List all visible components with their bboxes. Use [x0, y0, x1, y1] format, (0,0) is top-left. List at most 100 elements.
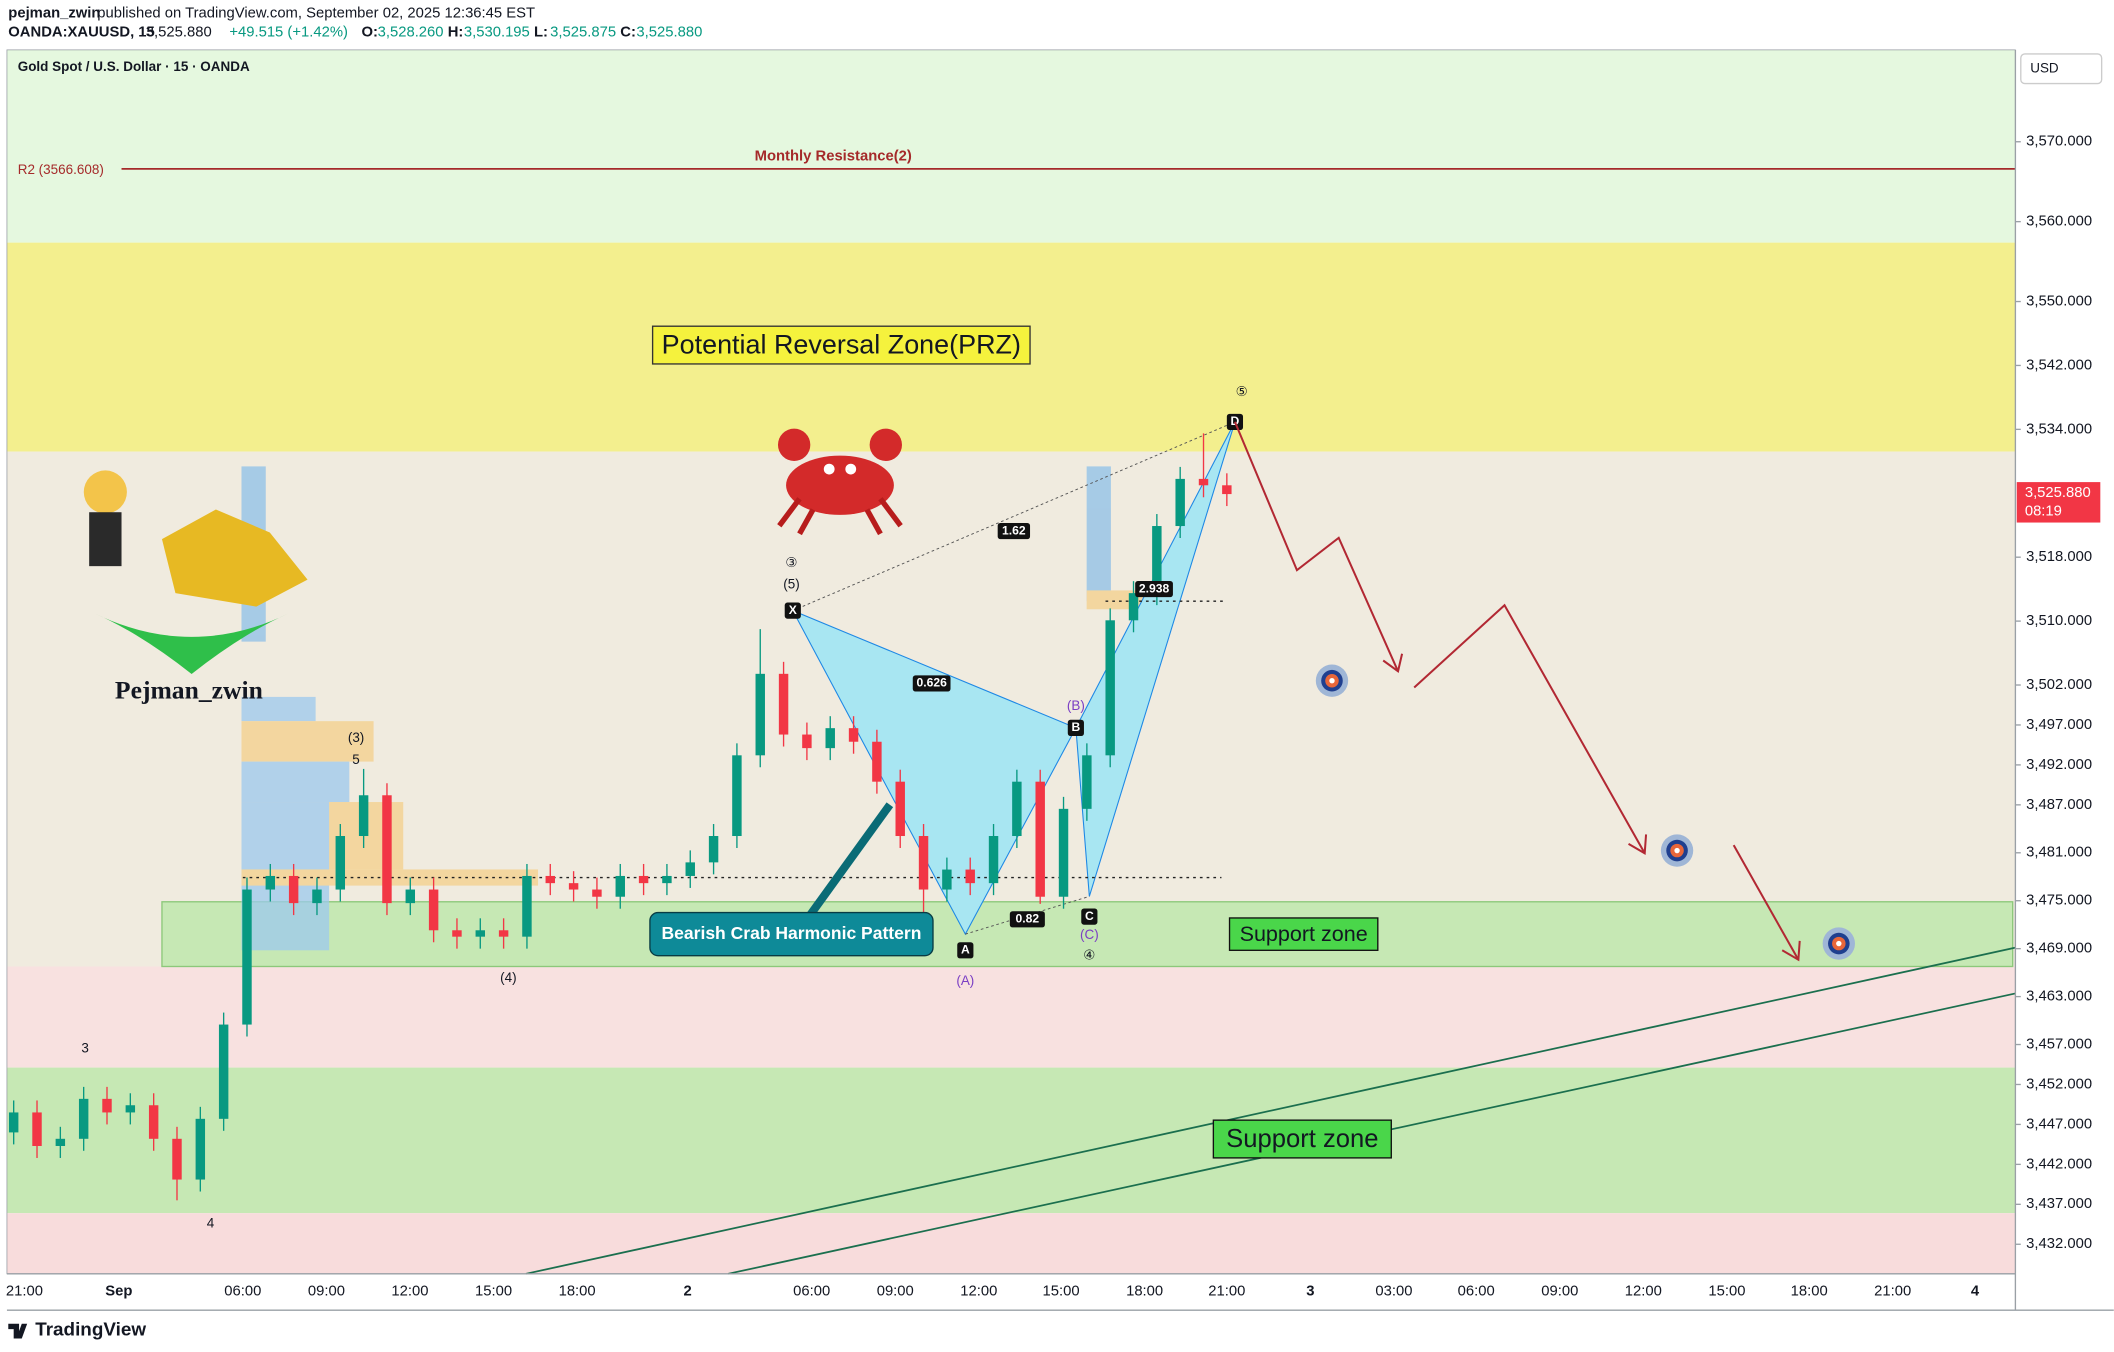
ohlc-key: L:	[534, 24, 548, 40]
candle-body	[265, 875, 276, 890]
point-box	[1081, 908, 1098, 925]
brand: TradingView	[8, 1318, 146, 1339]
support-box	[1212, 1119, 1392, 1159]
candle-body	[778, 673, 789, 735]
candle-body	[102, 1098, 112, 1113]
candle-body	[708, 836, 719, 863]
x-tick-label: 18:00	[559, 1283, 596, 1299]
candle-body	[475, 930, 485, 937]
vp-bar	[241, 721, 374, 762]
y-tick-label: 3,437.000	[2026, 1196, 2092, 1212]
candle-body	[662, 875, 672, 884]
y-tick-label: 3,510.000	[2026, 613, 2092, 629]
y-tick-label: 3,463.000	[2026, 989, 2092, 1005]
ratio-label: 0.626	[916, 676, 947, 690]
candle-body	[1175, 478, 1185, 527]
target-icon	[1822, 927, 1855, 960]
x-tick-label: 18:00	[1791, 1283, 1828, 1299]
candle-body	[8, 1112, 19, 1133]
candle-body	[195, 1118, 206, 1180]
wave-label: 4	[207, 1216, 215, 1231]
countdown: 08:19	[2025, 504, 2062, 520]
last-price-box	[2016, 482, 2101, 523]
candle-body	[242, 889, 252, 1025]
x-tick-label: Sep	[105, 1283, 132, 1299]
vp-bar	[241, 696, 316, 722]
y-tick-label: 3,560.000	[2026, 214, 2092, 230]
price-axis	[2015, 49, 2114, 1311]
candle-body	[288, 875, 299, 904]
ohlc-key: O:	[361, 24, 377, 40]
candle-body	[382, 795, 392, 904]
last-price: 3,525.880	[2025, 485, 2091, 501]
candle-body	[568, 883, 579, 890]
y-tick-label: 3,457.000	[2026, 1036, 2092, 1052]
wave-label: (B)	[1067, 698, 1085, 713]
x-tick-label: 09:00	[308, 1283, 345, 1299]
x-tick-label: 21:00	[1874, 1283, 1911, 1299]
band	[6, 1213, 2016, 1274]
point-label: B	[1071, 720, 1080, 734]
last: 3,525.880	[146, 24, 212, 40]
callout-pointer	[805, 802, 894, 919]
y-tick-label: 3,550.000	[2026, 293, 2092, 309]
candle-body	[172, 1138, 182, 1180]
x-tick-label: 4	[1971, 1283, 1980, 1299]
x-tick-label: 06:00	[793, 1283, 830, 1299]
vp-bar	[241, 761, 350, 803]
candle-body	[498, 930, 509, 937]
arrow-head	[1382, 653, 1404, 673]
target-icon	[1660, 834, 1694, 867]
x-tick-label: 21:00	[6, 1283, 43, 1299]
candle-body	[942, 869, 952, 890]
wave-label: (3)	[348, 730, 364, 745]
wave-label: (5)	[783, 577, 799, 592]
candle-body	[1058, 808, 1069, 897]
x-tick-label: 18:00	[1126, 1283, 1163, 1299]
ratio-label: 0.82	[1016, 912, 1040, 926]
x-tick-label: 2	[684, 1283, 692, 1299]
ohlc-key: C:	[620, 24, 636, 40]
candle-body	[988, 836, 999, 884]
candle-body	[522, 875, 532, 937]
r2-name: Monthly Resistance(2)	[755, 148, 912, 164]
candle-body	[452, 930, 462, 937]
prz-box	[651, 325, 1031, 365]
candle-body	[78, 1098, 89, 1139]
prz-label: Potential Reversal Zone(PRZ)	[662, 330, 1021, 360]
x-tick-label: 15:00	[475, 1283, 512, 1299]
x-tick-label: 21:00	[1208, 1283, 1245, 1299]
x-axis: 21:00 Sep 06:00 09:00 12:00 15:00 18:00 2 06:00 0…	[6, 1283, 1980, 1299]
ratio-label: 2.938	[1139, 581, 1170, 595]
candle-body	[1082, 755, 1092, 809]
point-label: X	[789, 603, 797, 617]
candle-body	[428, 889, 439, 931]
candle-body	[825, 728, 835, 749]
y-tick-label: 3,432.000	[2026, 1236, 2092, 1252]
y-axis: 3,570.000 3,560.000 3,550.000 3,542.000 3,53…	[2015, 134, 2092, 1252]
arrow-head	[1781, 940, 1801, 962]
chart-title: Gold Spot / U.S. Dollar · 15 · OANDA	[18, 59, 250, 74]
ratio-box	[1009, 911, 1045, 928]
published-info: published on TradingView.com, September …	[97, 5, 535, 21]
point-box	[1067, 719, 1084, 736]
point-box	[957, 942, 974, 959]
candle-body	[148, 1105, 159, 1139]
background-bands	[6, 49, 2016, 1275]
trend-line	[525, 946, 2016, 1275]
currency-box	[2020, 53, 2103, 85]
y-tick-label: 3,452.000	[2026, 1076, 2092, 1092]
y-tick-label: 3,481.000	[2026, 845, 2092, 861]
x-tick-label: 06:00	[1458, 1283, 1495, 1299]
x-tick-label: 12:00	[391, 1283, 428, 1299]
author-logo: Pejman_zwin	[83, 470, 308, 705]
projection	[1233, 421, 1801, 962]
x-tick-label: 12:00	[960, 1283, 997, 1299]
candle-body	[1198, 478, 1209, 486]
candle-body	[918, 836, 929, 890]
wave-label: 3	[81, 1040, 88, 1055]
candle-body	[1152, 526, 1162, 594]
wave-label: 5	[352, 752, 359, 767]
candle-body	[1128, 593, 1139, 621]
